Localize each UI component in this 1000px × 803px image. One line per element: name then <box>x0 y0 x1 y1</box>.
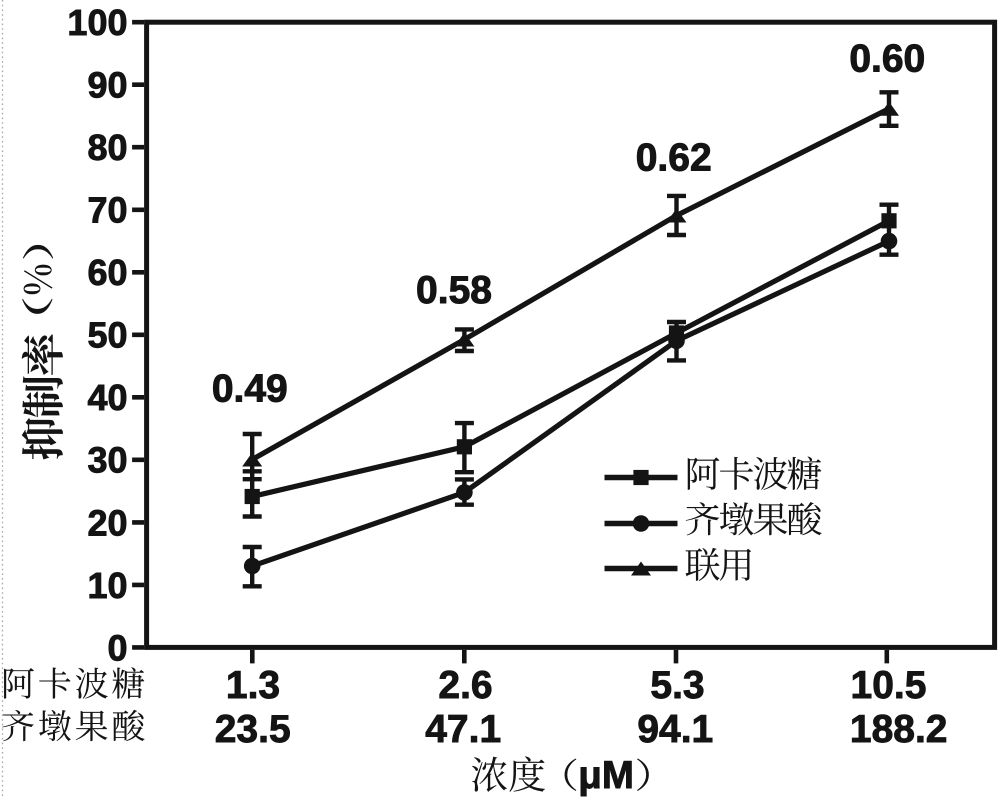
svg-text:2.6: 2.6 <box>438 664 492 707</box>
svg-text:23.5: 23.5 <box>215 708 291 751</box>
svg-text:0.62: 0.62 <box>636 136 712 179</box>
svg-text:70: 70 <box>87 190 127 231</box>
svg-text:94.1: 94.1 <box>637 708 713 751</box>
svg-text:0.60: 0.60 <box>849 38 925 81</box>
svg-text:0: 0 <box>107 627 127 668</box>
svg-text:90: 90 <box>87 65 127 106</box>
svg-text:47.1: 47.1 <box>425 708 501 751</box>
svg-text:μM: μM <box>578 754 634 797</box>
svg-text:30: 30 <box>87 440 127 481</box>
svg-text:188.2: 188.2 <box>850 708 948 751</box>
svg-text:60: 60 <box>87 252 127 293</box>
svg-text:20: 20 <box>87 502 127 543</box>
svg-text:5.3: 5.3 <box>650 664 704 707</box>
svg-text:10.5: 10.5 <box>851 664 927 707</box>
svg-text:80: 80 <box>87 127 127 168</box>
svg-text:0.49: 0.49 <box>212 368 288 411</box>
svg-text:1.3: 1.3 <box>226 664 280 707</box>
svg-text:0.58: 0.58 <box>416 269 492 312</box>
svg-text:10: 10 <box>87 565 127 606</box>
svg-text:50: 50 <box>87 315 127 356</box>
svg-text:40: 40 <box>87 377 127 418</box>
svg-text:100: 100 <box>67 2 127 43</box>
